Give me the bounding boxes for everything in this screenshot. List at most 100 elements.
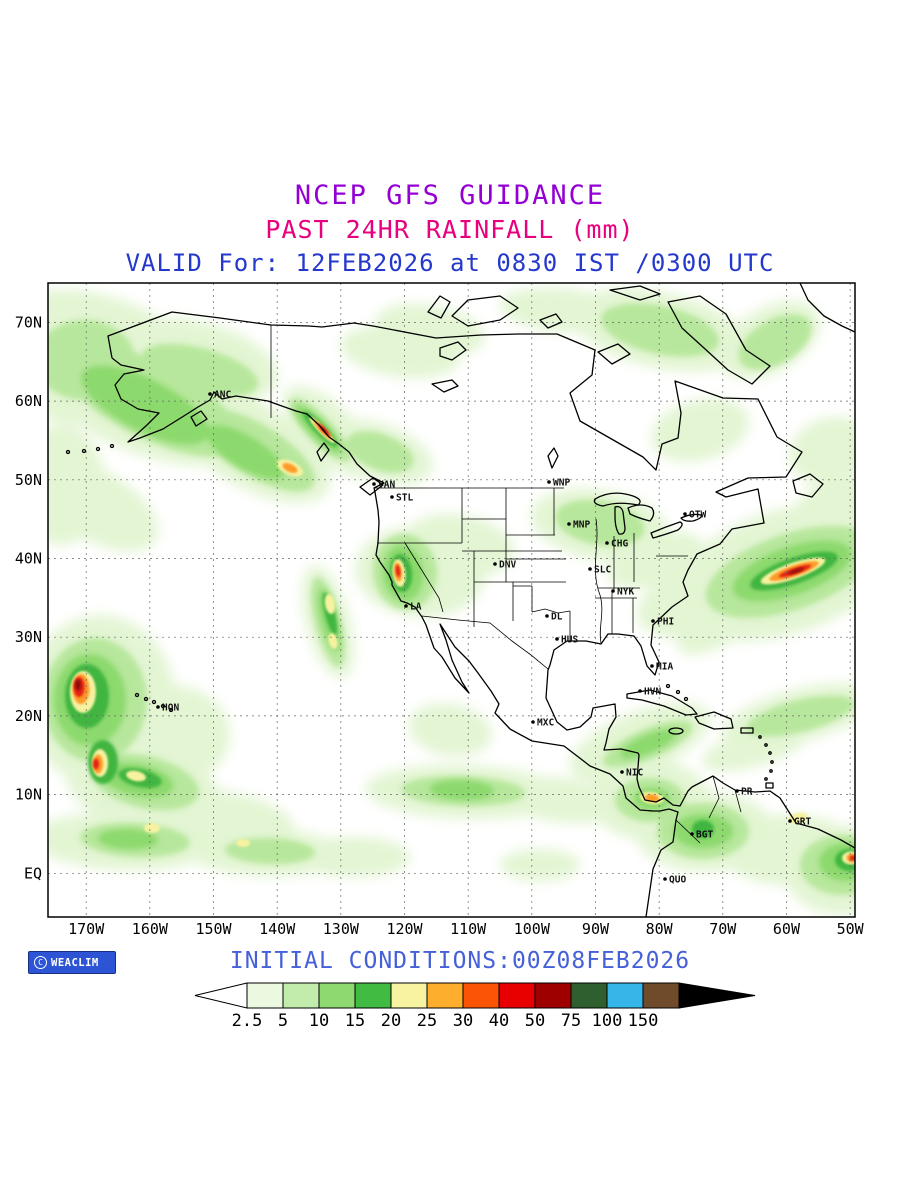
legend-value: 25 <box>417 1011 437 1031</box>
legend-value: 20 <box>381 1011 401 1031</box>
city-label: BGT <box>696 830 713 841</box>
city-label: GRT <box>794 817 811 828</box>
coastlines <box>65 283 855 917</box>
city-dot <box>208 392 212 396</box>
lon-label: 80W <box>646 920 674 938</box>
lon-label: 160W <box>132 920 169 938</box>
legend-value: 75 <box>561 1011 581 1031</box>
latitude-labels: 70N 60N 50N 40N 30N 20N 10N EQ <box>15 313 42 882</box>
city-dot <box>663 877 667 881</box>
lat-label: 30N <box>15 628 42 646</box>
city-label: LA <box>410 602 422 613</box>
lon-label: 100W <box>514 920 551 938</box>
city-dot <box>547 480 551 484</box>
city-dot <box>404 604 408 608</box>
city-label: HVN <box>644 687 661 698</box>
city-label: ANC <box>214 390 231 401</box>
lat-label: 20N <box>15 707 42 725</box>
lat-label: 10N <box>15 786 42 804</box>
city-dot <box>545 614 549 618</box>
legend-value: 30 <box>453 1011 473 1031</box>
city-label: MXC <box>537 718 554 729</box>
city-label: QUO <box>669 875 686 886</box>
city-dot <box>605 541 609 545</box>
lon-label: 60W <box>773 920 801 938</box>
city-label: MNP <box>573 520 590 531</box>
logo-text: WEACLIM <box>51 956 99 969</box>
legend-box <box>318 982 356 1009</box>
weaclim-logo: C WEACLIM <box>28 951 116 974</box>
legend-value: 2.5 <box>232 1011 263 1031</box>
lat-label: 50N <box>15 471 42 489</box>
city-dot <box>156 705 160 709</box>
legend-value: 100 <box>592 1011 623 1031</box>
city-label: OTW <box>689 510 706 521</box>
legend-box <box>642 982 680 1009</box>
city-dot <box>683 512 687 516</box>
lon-label: 140W <box>259 920 296 938</box>
legend-box <box>354 982 392 1009</box>
city-label: HUS <box>561 635 578 646</box>
city-dot <box>611 589 615 593</box>
lon-label: 170W <box>68 920 105 938</box>
copyright-icon: C <box>34 956 47 969</box>
legend-value: 5 <box>278 1011 288 1031</box>
legend-right-arrow <box>678 982 756 1009</box>
city-label: STL <box>396 493 413 504</box>
legend-box <box>390 982 428 1009</box>
longitude-labels: 170W 160W 150W 140W 130W 120W 110W 100W 90W 80W 70… <box>68 920 864 938</box>
city-label: WNP <box>553 478 570 489</box>
city-label: PR <box>741 787 753 798</box>
lat-label: 60N <box>15 392 42 410</box>
legend-value: 40 <box>489 1011 509 1031</box>
legend-box <box>246 982 284 1009</box>
city-label: CHG <box>611 539 628 550</box>
legend-box <box>606 982 644 1009</box>
city-dot <box>567 522 571 526</box>
city-dot <box>788 819 792 823</box>
legend-value: 10 <box>309 1011 329 1031</box>
lon-label: 90W <box>582 920 610 938</box>
legend-value: 50 <box>525 1011 545 1031</box>
initial-conditions-line: INITIAL CONDITIONS:00Z08FEB2026 <box>229 948 691 974</box>
city-label: NIC <box>626 768 643 779</box>
lon-label: 130W <box>323 920 360 938</box>
city-dot <box>620 770 624 774</box>
lon-label: 50W <box>837 920 865 938</box>
legend-box <box>498 982 536 1009</box>
legend-value: 150 <box>628 1011 659 1031</box>
city-dot <box>531 720 535 724</box>
city-label: PHI <box>657 617 674 628</box>
city-dot <box>390 495 394 499</box>
state-borders <box>270 325 742 844</box>
graticule <box>48 283 855 917</box>
legend-box <box>426 982 464 1009</box>
city-label: VAN <box>378 480 395 491</box>
city-dot <box>555 637 559 641</box>
legend-box <box>570 982 608 1009</box>
lon-label: 70W <box>709 920 737 938</box>
map-frame <box>47 282 856 918</box>
city-dot <box>651 619 655 623</box>
city-dot <box>638 689 642 693</box>
legend-left-arrow <box>194 982 248 1009</box>
city-dot <box>650 664 654 668</box>
legend-box <box>534 982 572 1009</box>
city-dot <box>372 482 376 486</box>
page-subtitle: PAST 24HR RAINFALL (mm) <box>265 215 635 244</box>
lon-label: 120W <box>386 920 423 938</box>
city-label: DNV <box>499 560 516 571</box>
legend-value: 15 <box>345 1011 365 1031</box>
city-label: SLC <box>594 565 611 576</box>
lat-label: 40N <box>15 550 42 568</box>
city-label: MIA <box>656 662 673 673</box>
page-title: NCEP GFS GUIDANCE <box>294 180 606 211</box>
legend-box <box>462 982 500 1009</box>
city-dot <box>735 789 739 793</box>
lon-label: 110W <box>450 920 487 938</box>
city-dot <box>690 832 694 836</box>
city-label: NYK <box>617 587 634 598</box>
